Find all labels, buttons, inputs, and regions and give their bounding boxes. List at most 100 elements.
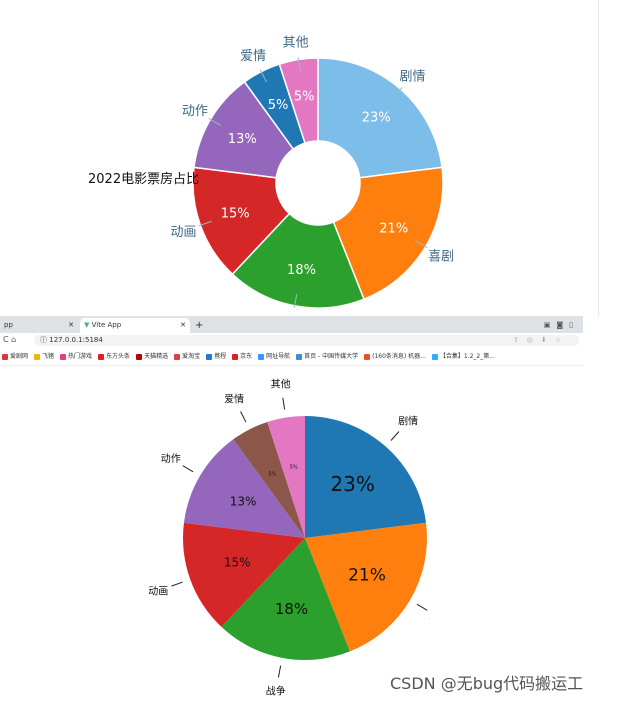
tab-vite-app[interactable]: ▼ Vite App ✕ — [80, 318, 190, 333]
slice-动作[interactable] — [183, 439, 305, 538]
chart-title: 2022电影票房占比 — [88, 171, 199, 187]
bookmark-label: 爱淘宝 — [182, 353, 201, 360]
slice-动画[interactable] — [192, 166, 291, 276]
close-tab-icon[interactable]: ✕ — [68, 321, 74, 329]
leader-line — [208, 117, 221, 126]
value-label: 18% — [287, 263, 316, 278]
tab-previous[interactable]: pp ✕ — [0, 318, 78, 333]
browser-window: pp ✕ ▼ Vite App ✕ + ▣◙▯ C ⌂ ⓘ 127.0.0.1:51… — [0, 316, 583, 701]
value-label: 13% — [230, 495, 257, 509]
bookmark-item[interactable]: 首页 - 中国传媒大学 — [296, 348, 358, 365]
category-label: 爱情 — [240, 49, 266, 64]
leader-line — [198, 220, 212, 227]
bookmark-label: 【合集】1.2_2_第... — [439, 353, 495, 360]
slice-动画[interactable] — [183, 522, 305, 627]
tab-label: pp — [4, 321, 13, 329]
vite-logo-icon: ▼ — [84, 321, 90, 329]
close-tab-icon[interactable]: ✕ — [180, 321, 186, 329]
bookmark-icon — [98, 353, 105, 360]
donut-chart: 23%剧情21%喜剧18%战争15%动画13%动作5%爱情5%其他2022电影票… — [88, 35, 454, 309]
leader-line — [416, 603, 428, 611]
url-input[interactable]: ⓘ 127.0.0.1:5184 ⇧◎⬇☆ — [34, 335, 579, 346]
bookmark-label: 网址导航 — [266, 353, 291, 360]
slice-其他[interactable] — [267, 416, 305, 538]
bookmark-item[interactable]: 京东 — [232, 348, 252, 365]
bookmark-icon — [364, 353, 371, 360]
leader-line — [297, 57, 301, 72]
category-label: 动作 — [182, 104, 208, 119]
slice-喜剧[interactable] — [305, 522, 427, 652]
bookmark-item[interactable]: 携程 — [206, 348, 226, 365]
category-label: 动画 — [170, 225, 196, 240]
value-label: 15% — [221, 206, 250, 221]
category-label: 动画 — [148, 585, 168, 597]
bookmark-label: 天猫精选 — [144, 353, 169, 360]
value-label: 15% — [224, 556, 251, 570]
value-label: 13% — [228, 132, 257, 147]
bookmark-label: 携程 — [214, 353, 227, 360]
category-label: 动作 — [161, 453, 181, 465]
value-label: 21% — [379, 221, 408, 236]
category-label: 战争 — [266, 685, 286, 698]
category-label: 其他 — [271, 377, 291, 390]
value-label: 23% — [330, 472, 374, 496]
new-tab-button[interactable]: + — [195, 320, 204, 331]
bookmark-icon — [60, 353, 67, 360]
leader-line — [259, 69, 268, 83]
slice-剧情[interactable] — [305, 416, 427, 538]
category-label: 喜剧 — [428, 249, 454, 264]
value-label: 5% — [268, 472, 276, 478]
leader-line — [277, 665, 282, 678]
slice-战争[interactable] — [231, 212, 365, 309]
donut-chart-panel: 23%剧情21%喜剧18%战争15%动画13%动作5%爱情5%其他2022电影票… — [0, 0, 598, 316]
reload-home-icons[interactable]: C ⌂ — [3, 335, 17, 344]
bookmark-icon — [2, 353, 8, 360]
window-controls[interactable]: ▣◙▯ — [543, 321, 579, 329]
bookmark-item[interactable]: 天猫精选 — [136, 348, 168, 365]
bookmark-item[interactable]: 东方头条 — [98, 348, 130, 365]
slice-战争[interactable] — [221, 538, 350, 660]
category-label: 喜剧 — [429, 611, 430, 624]
bookmark-icon — [232, 353, 239, 360]
leader-line — [171, 581, 183, 587]
category-label: 爱情 — [224, 393, 244, 406]
leader-line — [392, 87, 403, 99]
bookmark-icon — [431, 353, 438, 360]
slice-爱情[interactable] — [233, 421, 305, 538]
url-text: 127.0.0.1:5184 — [49, 336, 103, 344]
bookmark-item[interactable]: (160条消息) 机器... — [364, 348, 426, 365]
bookmark-item[interactable]: 飞猪 — [34, 348, 54, 365]
bookmark-item[interactable]: 【合集】1.2_2_第... — [431, 348, 495, 365]
leader-line — [240, 411, 247, 423]
category-label: 剧情 — [400, 69, 426, 84]
value-label: 18% — [275, 600, 308, 618]
bookmark-item[interactable]: 热门游戏 — [60, 348, 92, 365]
bookmark-icon — [258, 353, 265, 360]
bookmark-label: 京东 — [240, 353, 253, 360]
slice-剧情[interactable] — [317, 57, 443, 179]
watermark: CSDN @无bug代码搬运工 — [390, 674, 584, 693]
pie-chart: 23% 剧情 21% 喜剧 18% 战争 15% 动画 13% 动作 5% 爱情 5% 其他 — [148, 377, 430, 698]
bookmark-item[interactable]: 爱淘宝 — [174, 348, 200, 365]
bookmark-item[interactable]: 爱剧网 — [2, 348, 28, 365]
bookmark-label: 热门游戏 — [68, 353, 93, 360]
slice-其他[interactable] — [278, 57, 319, 145]
address-bar-row: C ⌂ ⓘ 127.0.0.1:5184 ⇧◎⬇☆ — [0, 333, 583, 348]
slice-喜剧[interactable] — [332, 166, 444, 301]
bookmark-label: 飞猪 — [42, 353, 55, 360]
bookmark-item[interactable]: 网址导航 — [258, 348, 290, 365]
value-label: 21% — [348, 566, 386, 586]
bookmark-label: 东方头条 — [106, 353, 131, 360]
bookmark-icon — [34, 353, 41, 360]
leader-line — [293, 293, 298, 308]
bookmark-label: (160条消息) 机器... — [372, 353, 426, 360]
value-label: 5% — [268, 98, 289, 113]
bookmark-icon — [136, 353, 143, 360]
leader-line — [415, 240, 428, 249]
leader-line — [182, 465, 194, 473]
bookmark-icon — [296, 353, 303, 360]
bookmark-label: 爱剧网 — [10, 353, 29, 360]
bookmark-icon — [206, 353, 213, 360]
address-actions-icons[interactable]: ⇧◎⬇☆ — [512, 336, 569, 344]
category-label: 其他 — [283, 35, 309, 50]
